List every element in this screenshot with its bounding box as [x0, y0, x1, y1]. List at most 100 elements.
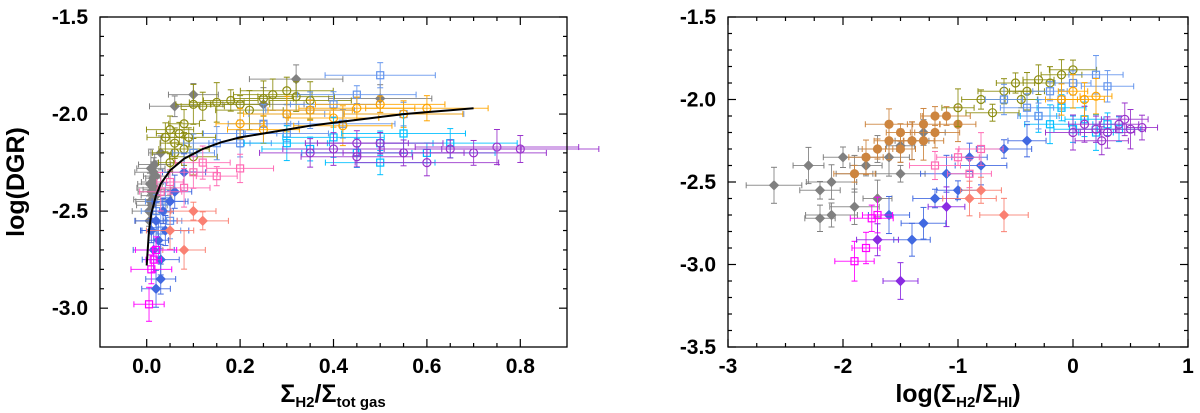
data-point	[864, 108, 914, 141]
data-point	[441, 135, 600, 163]
right-x-axis-label: log(ΣH2/ΣHI)	[895, 380, 1020, 411]
data-point	[833, 164, 876, 183]
left-x-label-sub2: tot gas	[337, 394, 386, 411]
right-x-label-slash: /	[975, 380, 982, 408]
right-x-label-sub1: H2	[956, 394, 975, 411]
right-x-label-pre: log(	[895, 380, 941, 408]
data-point	[195, 166, 238, 187]
left-x-axis-label: ΣH2/Σtot gas	[280, 380, 385, 411]
data-point	[267, 99, 353, 121]
y-tick-label: -2.5	[680, 171, 717, 194]
x-tick-label: -3	[719, 355, 738, 378]
data-point	[1098, 115, 1140, 134]
left-data-points	[130, 62, 600, 322]
data-point	[849, 204, 894, 232]
y-tick-label: -3.0	[52, 297, 88, 320]
data-point	[958, 132, 1004, 166]
data-point	[188, 82, 245, 123]
left-axis-ticks: 0.0 0.2 0.4 0.6 0.8 -3.0 -2.5 -2.0 -1.5	[52, 6, 567, 378]
data-point	[137, 172, 163, 196]
y-tick-label: -1.5	[52, 6, 89, 29]
data-point	[805, 164, 858, 200]
data-point	[161, 127, 217, 148]
data-point	[885, 135, 916, 163]
data-point	[829, 188, 880, 225]
data-point	[979, 197, 1029, 233]
data-point	[745, 166, 803, 204]
data-point	[927, 186, 966, 228]
data-point	[1125, 114, 1159, 141]
data-point	[1017, 102, 1060, 130]
left-x-label-slash: /	[315, 380, 322, 408]
x-tick-label: -2	[834, 355, 853, 378]
data-point	[851, 231, 881, 265]
data-point	[900, 206, 947, 240]
data-point	[1080, 70, 1135, 103]
data-point	[170, 201, 217, 221]
right-chart: -3 -2 -1 0 1 -3.5 -3.0 -2.5 -2.0 -1.5 log(ΣH2/ΣHI…	[680, 6, 1194, 411]
right-x-label-sigma1: Σ	[941, 380, 956, 408]
data-point	[133, 286, 165, 322]
x-tick-label: 0.4	[319, 355, 349, 378]
data-point	[920, 154, 973, 193]
data-point	[936, 148, 980, 167]
right-x-label-post: )	[1012, 380, 1020, 408]
left-chart: 0.0 0.2 0.4 0.6 0.8 -3.0 -2.5 -2.0 -1.5 log(DGR)…	[2, 6, 600, 411]
data-point	[174, 145, 231, 180]
y-tick-label: -3.0	[680, 254, 716, 277]
data-point	[792, 146, 825, 185]
x-tick-label: 0.0	[132, 355, 161, 378]
data-point	[354, 148, 500, 177]
data-point	[960, 176, 1002, 204]
x-tick-label: 1	[1182, 355, 1194, 378]
left-fit-curve	[145, 107, 474, 266]
data-point	[282, 132, 385, 166]
data-point	[304, 130, 409, 157]
data-point	[804, 204, 836, 232]
data-point	[168, 155, 218, 189]
data-point	[206, 153, 275, 184]
data-point	[875, 164, 926, 183]
x-tick-label: 0.2	[225, 355, 254, 378]
data-point	[176, 211, 229, 231]
y-tick-label: -2.0	[52, 103, 88, 126]
right-x-label-sigma2: Σ	[982, 380, 997, 408]
data-point	[902, 120, 945, 161]
data-point	[999, 93, 1055, 123]
data-point	[157, 168, 211, 208]
data-point	[145, 246, 162, 273]
data-point	[920, 106, 950, 126]
data-point	[834, 240, 875, 282]
data-point	[1024, 104, 1076, 145]
data-point	[145, 263, 177, 295]
right-axis-ticks: -3 -2 -1 0 1 -3.5 -3.0 -2.5 -2.0 -1.5	[680, 6, 1194, 378]
data-point	[1100, 102, 1149, 137]
data-point	[1057, 73, 1089, 109]
left-x-label-sigma2: Σ	[321, 380, 336, 408]
y-tick-label: -2.0	[680, 89, 716, 112]
data-point	[882, 262, 919, 300]
data-point	[984, 83, 1024, 116]
x-tick-label: 0.6	[412, 355, 441, 378]
right-data-points	[745, 55, 1159, 300]
left-x-label-sub1: H2	[295, 394, 314, 411]
data-point	[324, 62, 436, 89]
y-tick-label: -2.5	[52, 200, 89, 223]
data-point	[1007, 124, 1047, 158]
left-y-axis-label: log(DGR)	[2, 127, 30, 237]
y-tick-label: -3.5	[680, 336, 717, 359]
y-tick-label: -1.5	[680, 6, 717, 29]
x-tick-label: -1	[949, 355, 968, 378]
data-point	[141, 269, 171, 308]
data-point	[1074, 126, 1129, 156]
left-x-label-sigma1: Σ	[280, 380, 295, 408]
x-tick-label: 0.8	[506, 355, 536, 378]
data-point	[942, 180, 997, 217]
data-point	[799, 180, 841, 200]
data-point	[909, 150, 961, 181]
data-point	[909, 116, 961, 149]
data-point	[414, 128, 580, 166]
data-point	[941, 88, 975, 128]
x-tick-label: 0	[1067, 355, 1079, 378]
